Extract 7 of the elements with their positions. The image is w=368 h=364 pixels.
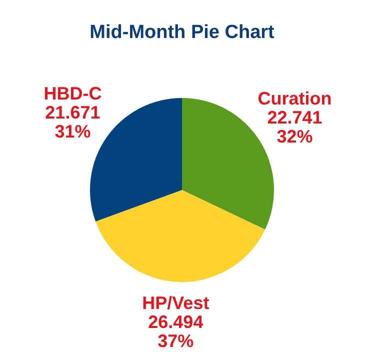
slice-label: HBD-C <box>44 83 102 104</box>
data-label: 22.741 32% <box>267 108 322 147</box>
data-label: 26.494 37% <box>148 312 204 352</box>
chart-title: Mid-Month Pie Chart <box>90 22 276 44</box>
slice-label: Curation <box>258 88 332 109</box>
data-label: 21.671 31% <box>45 102 100 142</box>
slice-label: HP/Vest <box>142 293 210 314</box>
